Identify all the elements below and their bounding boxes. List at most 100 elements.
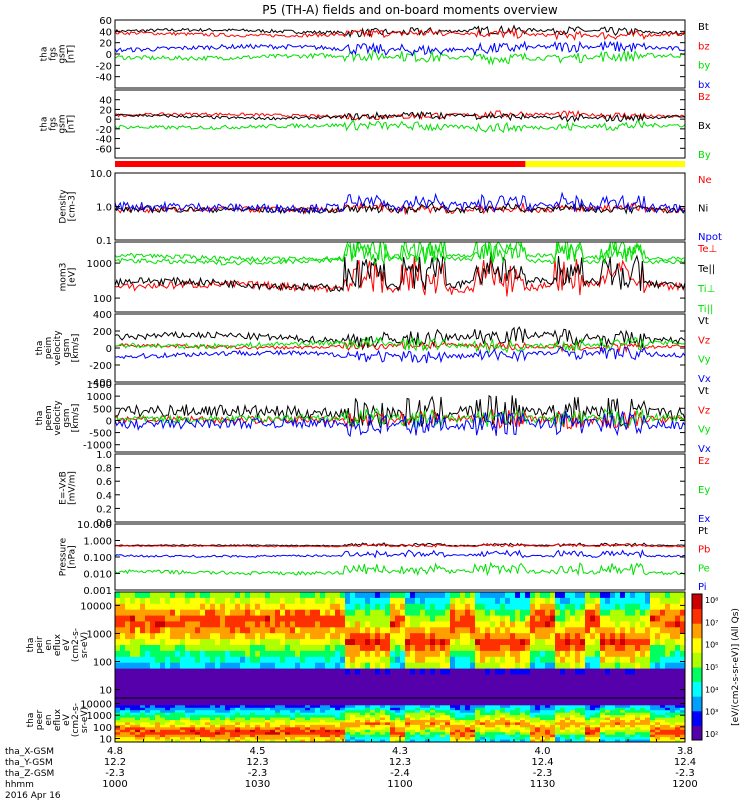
spectrogram-cell [160,717,166,721]
spectrogram-cell [180,597,186,605]
spectrogram-cell [470,710,476,714]
spectrogram-cell [160,633,166,640]
spectrogram-cell [435,727,441,731]
spectrogram-cell [580,715,586,719]
spectrogram-cell [615,656,621,664]
spectrogram-cell [190,727,196,731]
spectrogram-cell [285,729,291,733]
spectrogram-cell [325,734,331,738]
spectrogram-cell [380,720,386,723]
spectrogram-cell [235,645,241,652]
spectrogram-cell [155,720,161,723]
spectrogram-cell [560,592,566,599]
spectrogram-cell [570,724,576,728]
spectrogram-cell [425,686,431,693]
spectrogram-cell [430,686,436,693]
spectrogram-cell [600,639,606,646]
spectrogram-cell [445,715,451,719]
spectrogram-cell [355,603,361,611]
spectrogram-cell [485,615,491,623]
spectrogram-cell [590,645,596,652]
spectrogram-cell [305,715,311,719]
spectrogram-cell [275,680,281,687]
spectrogram-cell [365,720,371,723]
spectrogram-cell [545,603,551,611]
spectrogram-cell [190,680,196,687]
series-By [115,119,685,134]
spectrogram-cell [675,621,681,628]
spectrogram-cell [350,724,356,728]
spectrogram-cell [565,739,571,742]
legend-Vz: Vz [698,335,710,346]
spectrogram-cell [425,737,431,741]
spectrogram-cell [650,592,656,599]
spectrogram-cell [660,707,666,711]
spectrogram-cell [115,633,121,640]
spectrogram-cell [235,720,241,723]
spectrogram-cell [135,702,141,706]
spectrogram-cell [345,662,351,670]
spectrogram-cell [475,686,481,693]
spectrogram-cell [130,627,136,634]
spectrogram-cell [280,737,286,741]
spectrogram-cell [545,597,551,605]
spectrogram-cell [620,609,626,617]
spectrogram-cell [475,724,481,728]
spectrogram-cell [665,674,671,681]
spectrogram-cell [625,662,631,670]
spectrogram-cell [415,680,421,687]
spectrogram-cell [270,727,276,731]
spectrogram-cell [200,722,206,726]
spectrogram-cell [585,592,591,599]
spectrogram-cell [290,739,296,742]
spectrogram-cell [345,724,351,728]
spectrogram-cell [500,597,506,605]
spectrogram-cell [310,633,316,640]
mode-bar-segment [115,161,526,167]
spectrogram-cell [280,692,286,698]
spectrogram-cell [235,609,241,617]
spectrogram-cell [595,656,601,664]
spectrogram-cell [240,656,246,664]
spectrogram-cell [235,710,241,714]
spectrogram-cell [305,609,311,617]
spectrogram-cell [640,724,646,728]
spectrogram-cell [150,705,156,709]
spectrogram-cell [170,656,176,664]
spectrogram-cell [285,650,291,658]
spectrogram-cell [320,724,326,728]
spectrogram-cell [490,692,496,698]
spectrogram-cell [365,734,371,738]
spectrogram-cell [410,633,416,640]
spectrogram-cell [505,710,511,714]
spectrogram-cell [450,739,456,742]
spectrogram-cell [410,715,416,719]
spectrogram-cell [180,717,186,721]
spectrogram-cell [620,739,626,742]
spectrogram-cell [510,712,516,716]
ylabel-line: eflux [53,633,63,656]
spectrogram-cell [450,705,456,709]
spectrogram-cell [190,656,196,664]
spectrogram-cell [365,722,371,726]
spectrogram-cell [580,615,586,623]
spectrogram-cell [185,668,191,676]
spectrogram-cell [675,592,681,599]
spectrogram-cell [490,650,496,658]
spectrogram-cell [285,722,291,726]
spectrogram-cell [120,609,126,617]
spectrogram-cell [155,668,161,676]
spectrogram-cell [495,727,501,731]
spectrogram-cell [645,674,651,681]
spectrogram-cell [160,700,166,704]
spectrogram-cell [665,710,671,714]
spectrogram-cell [280,686,286,693]
spectrogram-cell [285,674,291,681]
spectrogram-cell [545,692,551,698]
spectrogram-cell [605,692,611,698]
spectrogram-cell [630,627,636,634]
spectrogram-cell [290,686,296,693]
spectrogram-cell [320,627,326,634]
ylabel: tha peem velocity gsm [km/s] [35,400,81,436]
spectrogram-cell [230,627,236,634]
